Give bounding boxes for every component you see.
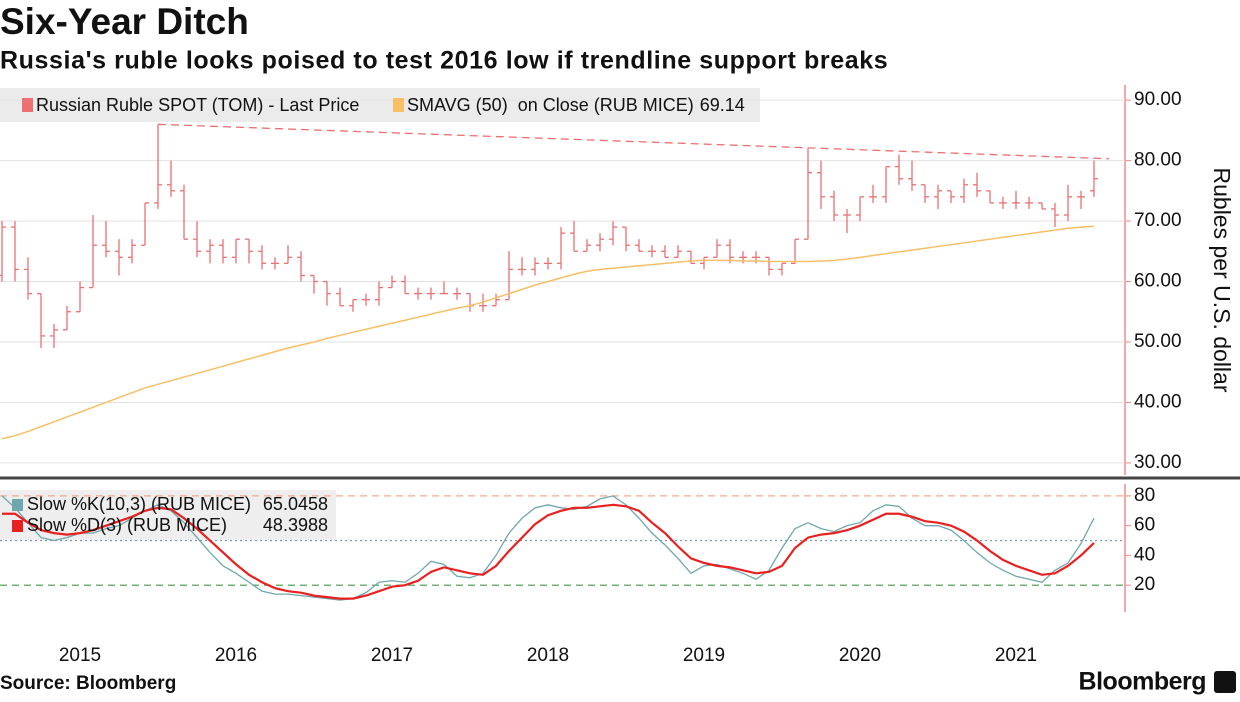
legend-value: 69.14 <box>700 95 745 115</box>
y-tick-label: 60.00 <box>1134 271 1182 292</box>
legend-label: Slow %D(3) (RUB MICE) <box>27 515 227 535</box>
y-axis-title: Rubles per U.S. dollar <box>1209 168 1235 393</box>
x-tick-label: 2018 <box>527 645 569 666</box>
x-tick-label: 2020 <box>839 645 881 666</box>
legend-swatch <box>22 98 33 112</box>
legend-background <box>0 490 336 540</box>
y-tick-label: 80 <box>1134 485 1155 506</box>
y-tick-label: 60 <box>1134 515 1155 536</box>
line <box>2 503 1095 600</box>
y-tick-label: 70.00 <box>1134 210 1182 231</box>
brand: Bloomberg <box>1079 668 1206 696</box>
chart-title: Six-Year Ditch <box>0 1 249 42</box>
brand-icon <box>1214 671 1236 693</box>
y-tick-label: 80.00 <box>1134 150 1182 171</box>
x-tick-label: 2019 <box>683 645 725 666</box>
y-tick-label: 40.00 <box>1134 391 1182 412</box>
trendline <box>157 123 1110 160</box>
legend-label: SMAVG (50) on Close (RUB MICE) <box>407 95 694 115</box>
y-tick-label: 50.00 <box>1134 331 1182 352</box>
line <box>1 225 1095 440</box>
legend-swatch <box>12 520 23 532</box>
x-tick-label: 2016 <box>215 645 257 666</box>
line <box>1 495 1095 601</box>
legend-background <box>0 88 760 122</box>
y-tick-label: 90.00 <box>1134 89 1182 110</box>
legend-label: Russian Ruble SPOT (TOM) - Last Price <box>36 95 359 115</box>
y-tick-label: 40 <box>1134 544 1155 565</box>
legend-value: 48.3988 <box>263 515 328 535</box>
legend-swatch <box>12 499 23 511</box>
y-tick-label: 30.00 <box>1134 452 1182 473</box>
legend-swatch <box>393 98 404 112</box>
legend-value: 65.0458 <box>263 494 328 514</box>
x-tick-label: 2017 <box>371 645 413 666</box>
x-tick-label: 2015 <box>59 645 101 666</box>
y-tick-label: 20 <box>1134 574 1155 595</box>
x-tick-label: 2021 <box>995 645 1037 666</box>
legend-label: Slow %K(10,3) (RUB MICE) <box>27 494 251 514</box>
chart-subtitle: Russia's ruble looks poised to test 2016… <box>0 47 888 75</box>
source: Source: Bloomberg <box>0 673 176 694</box>
